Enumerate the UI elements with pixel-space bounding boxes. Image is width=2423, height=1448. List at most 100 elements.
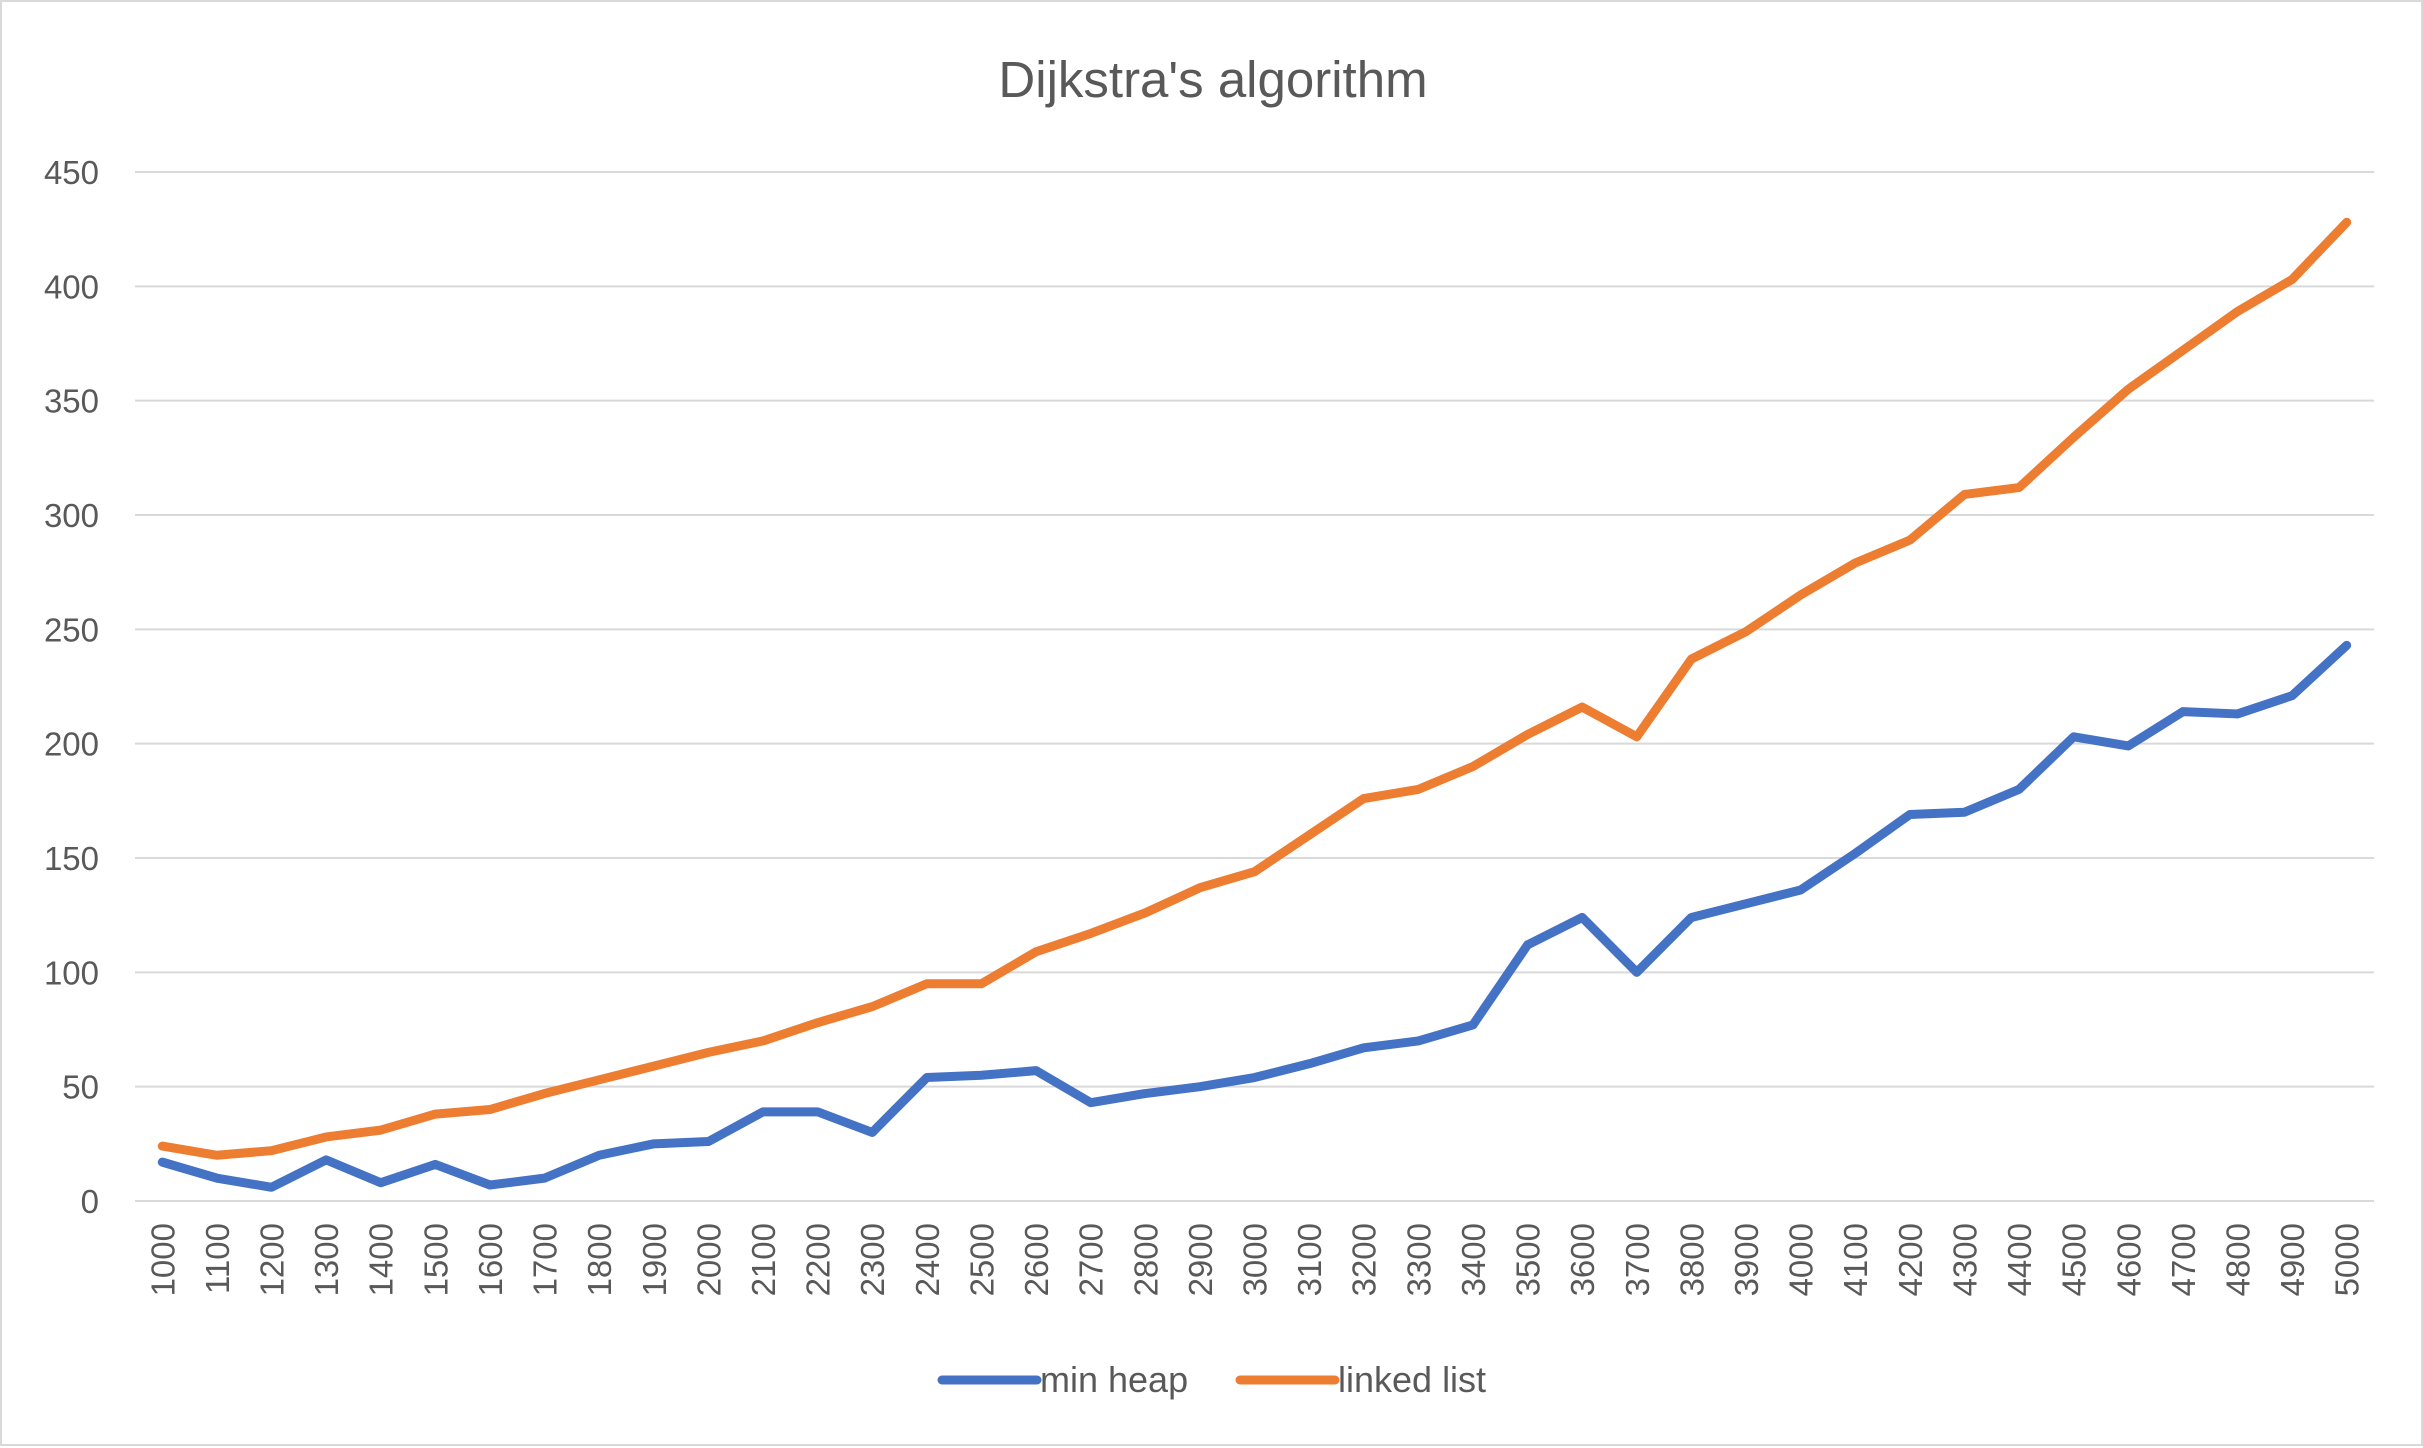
data-point <box>1579 914 1586 921</box>
x-tick-label: 1300 <box>308 1223 345 1296</box>
data-point <box>978 1072 985 1079</box>
x-tick-label: 2900 <box>1182 1223 1219 1296</box>
y-tick-label: 450 <box>44 154 99 191</box>
data-point <box>1306 1060 1313 1067</box>
data-point <box>1251 868 1258 875</box>
x-tick-label: 4500 <box>2056 1223 2093 1296</box>
data-point <box>432 1111 439 1118</box>
data-point <box>705 1049 712 1056</box>
data-point <box>2070 733 2077 740</box>
data-point <box>268 1147 275 1154</box>
data-point <box>159 1159 166 1166</box>
data-point <box>814 1108 821 1115</box>
data-point <box>541 1090 548 1097</box>
data-point <box>2070 434 2077 441</box>
data-point <box>1415 786 1422 793</box>
data-point <box>2125 386 2132 393</box>
data-point <box>541 1175 548 1182</box>
data-point <box>1087 930 1094 937</box>
data-point <box>1142 1090 1149 1097</box>
data-point <box>760 1108 767 1115</box>
x-tick-label: 1800 <box>581 1223 618 1296</box>
x-tick-label: 1400 <box>363 1223 400 1296</box>
data-point <box>1033 1067 1040 1074</box>
data-point <box>2343 219 2350 226</box>
data-point <box>377 1179 384 1186</box>
data-point <box>596 1076 603 1083</box>
x-tick-label: 3700 <box>1619 1223 1656 1296</box>
data-point <box>596 1152 603 1159</box>
data-point <box>1306 832 1313 839</box>
x-tick-label: 1500 <box>417 1223 454 1296</box>
data-point <box>2343 642 2350 649</box>
x-tick-label: 2700 <box>1073 1223 1110 1296</box>
y-axis-ticks: 0 50 100 150 200 250 300 350 400 450 <box>44 154 99 1220</box>
data-point <box>1033 948 1040 955</box>
chart-title: Dijkstra's algorithm <box>998 51 1427 108</box>
data-point <box>2234 308 2241 315</box>
data-point <box>486 1181 493 1188</box>
data-point <box>650 1063 657 1070</box>
data-point <box>432 1161 439 1168</box>
data-point <box>1688 656 1695 663</box>
x-tick-label: 2500 <box>963 1223 1000 1296</box>
data-point <box>1797 887 1804 894</box>
data-point <box>1360 795 1367 802</box>
x-tick-label: 3600 <box>1564 1223 1601 1296</box>
x-tick-label: 4100 <box>1837 1223 1874 1296</box>
data-point <box>2016 484 2023 491</box>
x-tick-label: 3500 <box>1510 1223 1547 1296</box>
data-point <box>159 1143 166 1150</box>
data-point <box>1852 560 1859 567</box>
data-point <box>2179 347 2186 354</box>
y-tick-label: 200 <box>44 726 99 763</box>
data-point <box>1469 763 1476 770</box>
data-point <box>1251 1074 1258 1081</box>
data-point <box>213 1175 220 1182</box>
x-tick-label: 3200 <box>1346 1223 1383 1296</box>
data-point <box>1469 1021 1476 1028</box>
x-tick-label: 2200 <box>800 1223 837 1296</box>
data-point <box>923 980 930 987</box>
x-tick-label: 2000 <box>690 1223 727 1296</box>
x-tick-label: 4300 <box>1946 1223 1983 1296</box>
y-tick-label: 100 <box>44 954 99 991</box>
data-point <box>1961 809 1968 816</box>
data-point <box>268 1184 275 1191</box>
y-tick-label: 50 <box>62 1069 99 1106</box>
x-axis-ticks: 1000 1100 1200 1300 1400 1500 1600 1700 1800 1900… <box>144 1223 2365 1296</box>
data-point <box>1742 628 1749 635</box>
x-tick-label: 1700 <box>527 1223 564 1296</box>
data-point <box>650 1140 657 1147</box>
data-point <box>1415 1037 1422 1044</box>
data-point <box>1906 537 1913 544</box>
x-tick-label: 1000 <box>144 1223 181 1296</box>
data-point <box>1633 969 1640 976</box>
y-tick-label: 0 <box>81 1183 99 1220</box>
x-tick-label: 3800 <box>1673 1223 1710 1296</box>
x-tick-label: 3000 <box>1237 1223 1274 1296</box>
x-tick-label: 4000 <box>1783 1223 1820 1296</box>
legend: min heap linked list <box>937 1359 1486 1400</box>
gridlines <box>135 171 2374 1202</box>
data-point <box>486 1106 493 1113</box>
data-point <box>1196 884 1203 891</box>
y-tick-label: 150 <box>44 840 99 877</box>
data-point <box>705 1138 712 1145</box>
data-point <box>1524 941 1531 948</box>
x-tick-label: 4900 <box>2274 1223 2311 1296</box>
data-point <box>2289 276 2296 283</box>
x-tick-label: 5000 <box>2329 1223 2366 1296</box>
data-point <box>1142 909 1149 916</box>
data-point <box>1688 914 1695 921</box>
data-point <box>1852 850 1859 857</box>
data-point <box>1961 491 1968 498</box>
data-point <box>1906 811 1913 818</box>
data-point <box>323 1156 330 1163</box>
data-point <box>978 980 985 987</box>
data-point <box>2016 786 2023 793</box>
data-point <box>1797 592 1804 599</box>
y-tick-label: 350 <box>44 383 99 420</box>
legend-label-1: linked list <box>1338 1359 1486 1400</box>
series-line-1 <box>157 217 2352 1160</box>
